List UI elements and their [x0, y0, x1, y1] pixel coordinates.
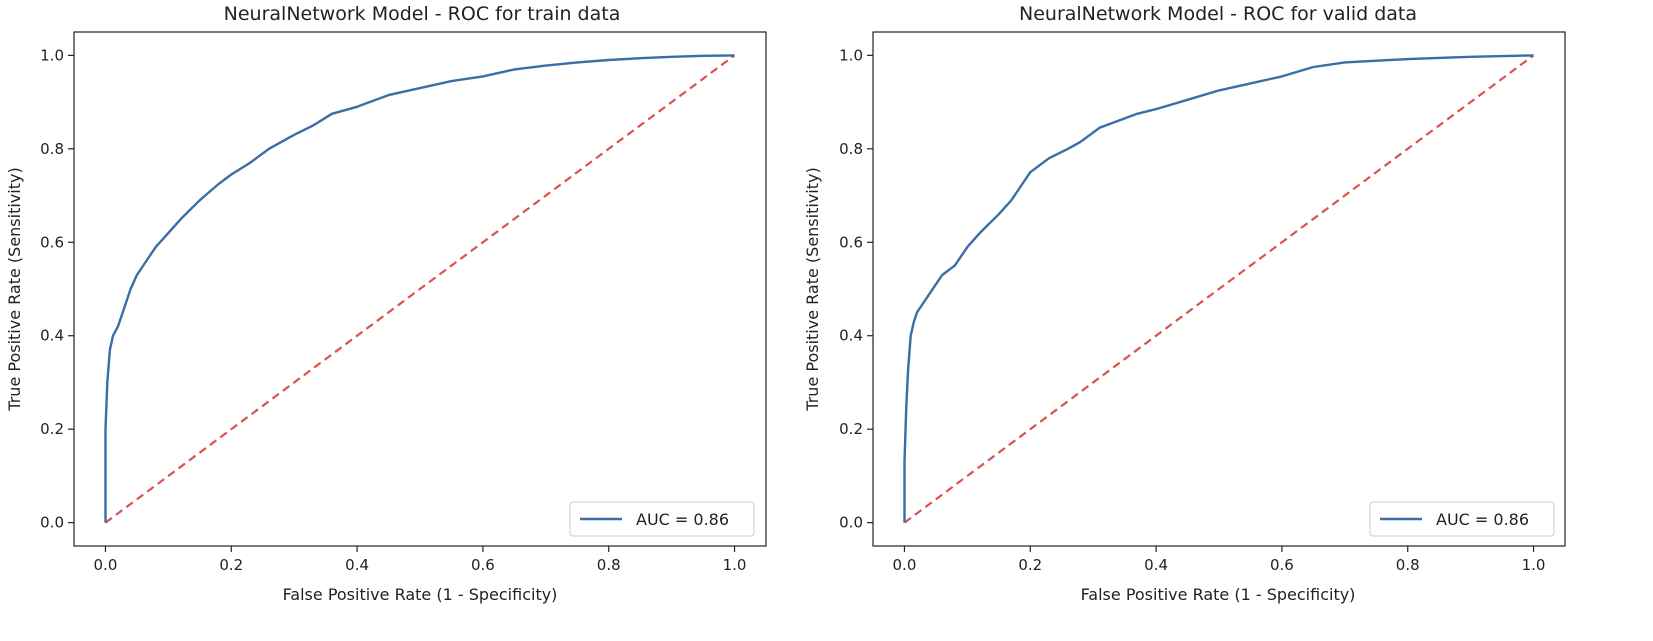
legend-label: AUC = 0.86	[636, 510, 729, 529]
x-tick-label: 0.4	[345, 556, 369, 574]
legend: AUC = 0.86	[1369, 501, 1555, 537]
y-tick-label: 0.2	[839, 420, 863, 438]
x-tick-label: 0.0	[94, 556, 118, 574]
roc-curve-line	[903, 54, 1534, 523]
x-tick-label: 1.0	[723, 556, 747, 574]
legend-box	[1369, 501, 1555, 537]
chart-title: NeuralNetwork Model - ROC for train data	[224, 3, 621, 25]
x-tick-label: 0.2	[219, 556, 243, 574]
x-tick-label: 1.0	[1522, 556, 1546, 574]
x-tick-label: 0.2	[1018, 556, 1042, 574]
roc-curve-line	[104, 54, 735, 523]
x-tick-label: 0.8	[1396, 556, 1420, 574]
series-layer	[104, 54, 736, 524]
legend-label: AUC = 0.86	[1436, 510, 1529, 529]
y-tick-label: 0.4	[839, 327, 863, 345]
x-axis-label: False Positive Rate (1 - Specificity)	[283, 585, 558, 604]
y-axis-label: True Positive Rate (Sensitivity)	[5, 167, 24, 411]
y-tick-label: 0.8	[839, 140, 863, 158]
x-tick-label: 0.6	[471, 556, 495, 574]
panel-train: NeuralNetwork Model - ROC for train data…	[5, 3, 767, 604]
y-axis-ticks: 0.0 0.2 0.4 0.6 0.8 1.0	[839, 46, 873, 532]
x-tick-label: 0.0	[893, 556, 917, 574]
y-tick-label: 0.0	[839, 514, 863, 532]
y-tick-label: 1.0	[40, 46, 64, 64]
x-axis-label: False Positive Rate (1 - Specificity)	[1081, 585, 1356, 604]
chart-title: NeuralNetwork Model - ROC for valid data	[1019, 3, 1417, 25]
y-tick-label: 0.4	[40, 327, 64, 345]
y-tick-label: 0.6	[40, 233, 64, 251]
x-tick-label: 0.8	[597, 556, 621, 574]
plot-frame	[872, 31, 1566, 547]
x-tick-label: 0.4	[1144, 556, 1168, 574]
y-tick-label: 0.6	[839, 233, 863, 251]
legend-box	[569, 501, 755, 537]
series-layer	[903, 54, 1535, 524]
panel-valid: NeuralNetwork Model - ROC for valid data…	[803, 3, 1566, 604]
y-axis-label: True Positive Rate (Sensitivity)	[803, 167, 822, 411]
y-tick-label: 0.0	[40, 514, 64, 532]
y-axis-ticks: 0.0 0.2 0.4 0.6 0.8 1.0	[40, 46, 74, 532]
x-tick-label: 0.6	[1270, 556, 1294, 574]
x-axis-ticks: 0.0 0.2 0.4 0.6 0.8 1.0	[893, 546, 1546, 574]
reference-diagonal-line	[104, 54, 736, 524]
legend: AUC = 0.86	[569, 501, 755, 537]
y-tick-label: 1.0	[839, 46, 863, 64]
plot-frame	[73, 31, 767, 547]
y-tick-label: 0.2	[40, 420, 64, 438]
y-tick-label: 0.8	[40, 140, 64, 158]
reference-diagonal-line	[903, 54, 1535, 524]
x-axis-ticks: 0.0 0.2 0.4 0.6 0.8 1.0	[94, 546, 747, 574]
